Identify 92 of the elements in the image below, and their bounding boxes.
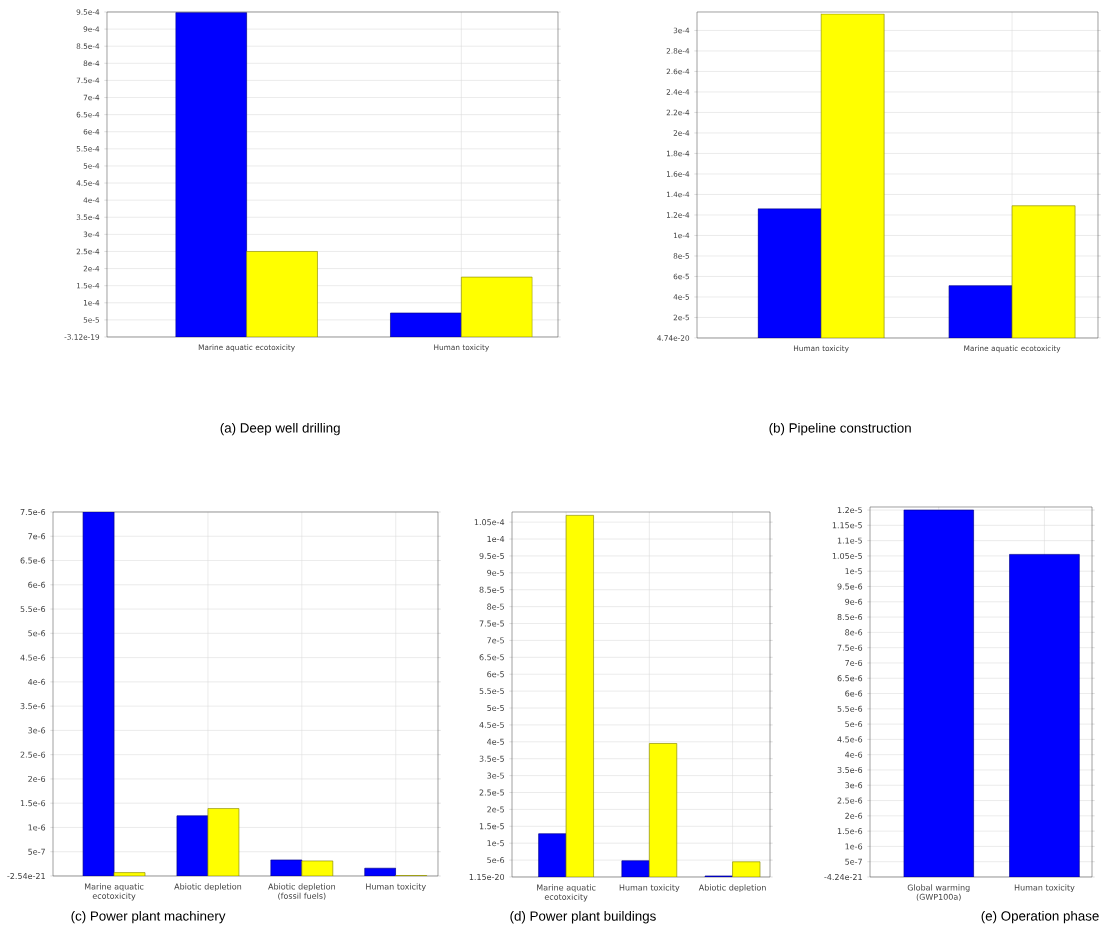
y-tick-label: 1.2e-5 bbox=[837, 507, 862, 514]
text: (c) Power plant machinery bbox=[71, 910, 226, 924]
y-tick-label: 1.05e-4 bbox=[474, 519, 505, 526]
y-tick-label: 1.5e-6 bbox=[837, 828, 863, 835]
text: (e) Operation phase bbox=[981, 910, 1099, 924]
y-tick-label: 1.5e-5 bbox=[479, 823, 504, 830]
y-tick-label: 3e-6 bbox=[28, 727, 46, 734]
y-tick-label: 7.5e-5 bbox=[479, 620, 504, 627]
y-tick-label: 1.1e-5 bbox=[837, 537, 862, 544]
y-tick-label: 1.5e-6 bbox=[20, 800, 46, 807]
y-tick-label: 5e-6 bbox=[28, 630, 46, 637]
bar bbox=[207, 808, 240, 876]
y-tick-label: 6e-6 bbox=[28, 581, 46, 588]
y-tick-label: 6.5e-6 bbox=[20, 557, 46, 564]
y-tick-label: 4.5e-5 bbox=[479, 721, 504, 728]
y-tick-label: 3.5e-6 bbox=[837, 766, 863, 773]
y-tick-label: 6.5e-5 bbox=[479, 654, 504, 661]
y-tick-label: 9e-6 bbox=[845, 598, 863, 605]
y-tick-label: 5.5e-6 bbox=[837, 705, 863, 712]
y-tick-label: 3.5e-6 bbox=[20, 703, 46, 710]
x-tick-label: Marine aquatic ecotoxicity bbox=[537, 884, 596, 902]
bar bbox=[820, 13, 885, 338]
bar bbox=[246, 251, 318, 337]
y-tick-label: 8e-5 bbox=[487, 603, 504, 610]
x-tick-label: Abiotic depletion (fossil fuels) bbox=[268, 883, 335, 900]
y-tick-label: 6.5e-6 bbox=[837, 675, 863, 682]
x-tick-label: Marine aquatic ecotoxicity bbox=[84, 883, 144, 901]
bar bbox=[648, 743, 678, 877]
y-tick-label: 7e-6 bbox=[28, 533, 46, 540]
y-tick-label: 2.5e-5 bbox=[479, 789, 504, 796]
bar bbox=[1011, 205, 1076, 338]
y-tick-label: 9e-5 bbox=[487, 569, 504, 576]
bar bbox=[621, 860, 650, 877]
y-tick-label: 4.5e-6 bbox=[837, 736, 863, 743]
y-tick-label: -2.54e-21 bbox=[7, 872, 45, 880]
y-tick-label: 5e-5 bbox=[487, 705, 504, 711]
y-tick-label: 7.5e-6 bbox=[837, 644, 863, 651]
y-tick-label: 1.15e-20 bbox=[469, 873, 505, 881]
y-tick-label: 3e-5 bbox=[487, 772, 504, 779]
x-tick-label: Human toxicity bbox=[1014, 884, 1075, 893]
text: (a) Deep well drilling bbox=[220, 422, 340, 436]
y-tick-label: 3e-6 bbox=[845, 782, 863, 789]
y-tick-label: 8.5e-6 bbox=[837, 614, 863, 621]
bar bbox=[461, 276, 533, 337]
y-tick-label: 5.5e-6 bbox=[20, 606, 46, 613]
y-tick-label: 4e-5 bbox=[487, 738, 504, 745]
bar bbox=[176, 815, 209, 876]
y-tick-label: 7e-5 bbox=[487, 637, 504, 644]
y-tick-label: 1.05e-5 bbox=[832, 552, 862, 559]
y-tick-label: 5.5e-5 bbox=[479, 688, 504, 695]
y-tick-label: 2.5e-6 bbox=[20, 751, 46, 758]
text: (b) Pipeline construction bbox=[769, 422, 911, 436]
y-tick-label: 9.5e-5 bbox=[479, 552, 504, 559]
y-tick-label: 6e-5 bbox=[487, 671, 504, 678]
y-tick-label: 5e-6 bbox=[487, 857, 505, 864]
x-tick-label: Human toxicity bbox=[619, 884, 680, 893]
y-tick-label: 4e-6 bbox=[28, 678, 46, 685]
bar bbox=[82, 512, 115, 876]
x-tick-label: Human toxicity bbox=[366, 883, 426, 892]
y-tick-label: 2e-6 bbox=[28, 775, 46, 782]
bar bbox=[175, 12, 247, 337]
y-tick-label: 7.5e-6 bbox=[20, 508, 46, 516]
text: (d) Power plant buildings bbox=[510, 910, 656, 924]
y-tick-label: 2e-5 bbox=[487, 806, 504, 813]
y-tick-label: 4.5e-6 bbox=[20, 654, 46, 661]
y-tick-label: 2.5e-6 bbox=[837, 797, 863, 804]
y-tick-label: 5e-6 bbox=[845, 721, 863, 728]
y-tick-label: 1e-6 bbox=[845, 843, 863, 850]
y-tick-label: 1e-4 bbox=[487, 536, 505, 542]
y-tick-label: 3.5e-5 bbox=[479, 755, 504, 762]
x-tick-label: Global warming (GWP100a) bbox=[907, 884, 970, 901]
y-tick-label: 4e-6 bbox=[845, 751, 863, 758]
y-tick-label: 2e-6 bbox=[845, 812, 863, 819]
bar bbox=[538, 833, 567, 877]
y-tick-label: 5e-7 bbox=[845, 858, 862, 865]
y-tick-label: 7e-6 bbox=[845, 659, 863, 666]
bar bbox=[948, 285, 1013, 338]
y-tick-label: 1e-6 bbox=[28, 824, 46, 831]
y-tick-label: -4.24e-21 bbox=[824, 873, 862, 881]
bar bbox=[565, 515, 594, 877]
y-tick-label: 1e-5 bbox=[845, 568, 862, 575]
x-tick-label: Abiotic depletion bbox=[174, 883, 242, 892]
bar bbox=[390, 312, 462, 337]
y-tick-label: 1.15e-5 bbox=[832, 522, 862, 529]
y-tick-label: 5e-7 bbox=[28, 848, 45, 855]
y-tick-label: 1e-5 bbox=[487, 840, 504, 847]
y-tick-label: 8e-6 bbox=[845, 629, 863, 636]
y-tick-label: 8.5e-5 bbox=[479, 586, 504, 593]
y-tick-label: 6e-6 bbox=[845, 690, 863, 697]
x-tick-label: Abiotic depletion bbox=[698, 884, 766, 893]
bar bbox=[757, 208, 822, 338]
y-tick-label: 9.5e-6 bbox=[837, 583, 863, 590]
